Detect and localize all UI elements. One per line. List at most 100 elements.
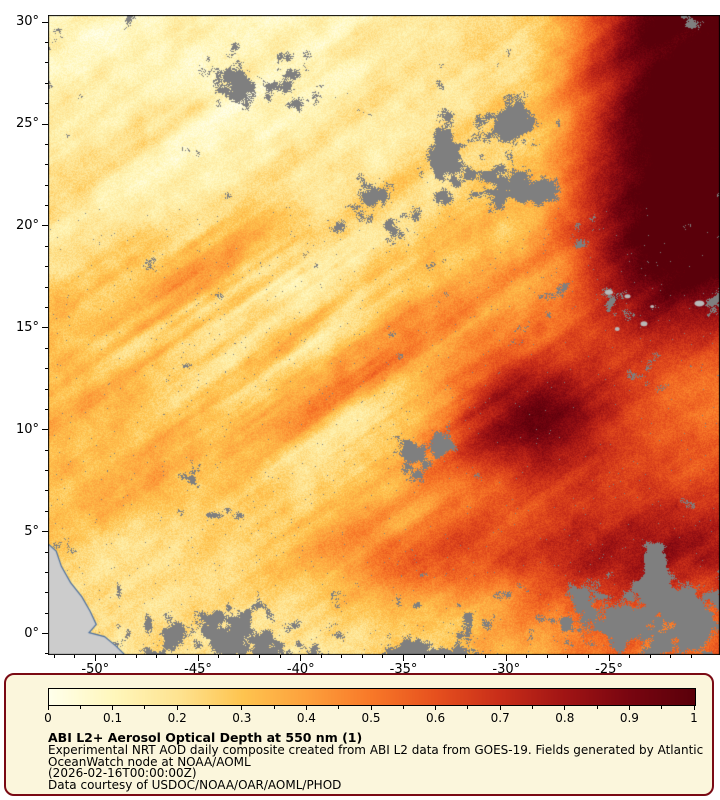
- lon-minor-tick: [279, 655, 281, 658]
- colorbar-major-tick: [241, 706, 243, 710]
- colorbar-minor-tick: [273, 706, 275, 709]
- lon-minor-tick: [218, 655, 220, 658]
- colorbar-minor-tick: [209, 706, 210, 709]
- lon-minor-tick: [156, 655, 158, 658]
- colorbar-minor-tick: [661, 706, 663, 709]
- lon-major-tick: [300, 655, 302, 661]
- lat-tick-label: 5°: [24, 523, 39, 539]
- colorbar-major-tick: [564, 706, 566, 710]
- lat-tick-label: 15°: [15, 319, 39, 335]
- lat-major-tick: [42, 327, 48, 329]
- lon-major-tick: [608, 655, 610, 661]
- colorbar-major-tick: [47, 706, 49, 710]
- colorbar-tick-label: 0.4: [296, 711, 316, 725]
- aod-raster-canvas: [48, 15, 720, 655]
- lon-major-tick: [197, 655, 199, 661]
- lon-tick-label: -50°: [81, 662, 110, 677]
- lon-minor-tick: [53, 655, 55, 658]
- lon-minor-tick: [238, 655, 240, 658]
- lon-minor-tick: [341, 655, 343, 658]
- lat-minor-tick: [45, 103, 48, 105]
- colorbar: [48, 688, 696, 706]
- lat-minor-tick: [45, 245, 48, 247]
- colorbar-tick-label: 0.2: [167, 711, 187, 725]
- colorbar-minor-tick: [467, 706, 469, 709]
- lat-minor-tick: [45, 449, 48, 451]
- lon-minor-tick: [670, 655, 672, 658]
- lon-tick-label: -25°: [595, 662, 623, 677]
- legend-line-4: Data courtesy of USDOC/NOAA/OAR/AOML/PHO…: [48, 778, 342, 792]
- lat-minor-tick: [45, 490, 48, 492]
- colorbar-major-tick: [435, 706, 437, 710]
- lon-minor-tick: [320, 655, 322, 658]
- lon-minor-tick: [176, 655, 178, 658]
- lat-minor-tick: [45, 592, 48, 594]
- lon-major-tick: [505, 655, 507, 661]
- legend-line-3: (2026-02-16T00:00:00Z): [48, 766, 197, 780]
- legend-line-1: Experimental NRT AOD daily composite cre…: [48, 743, 704, 757]
- lat-tick-label: 25°: [15, 116, 39, 132]
- lat-minor-tick: [45, 62, 48, 64]
- lat-minor-tick: [45, 510, 48, 512]
- colorbar-tick-label: 0.1: [103, 711, 123, 725]
- lat-major-tick: [42, 21, 48, 23]
- lat-major-tick: [42, 123, 48, 125]
- lon-minor-tick: [587, 655, 589, 658]
- colorbar-tick-label: 0.3: [232, 711, 252, 725]
- colorbar-tick-label: 1: [690, 711, 698, 725]
- lon-minor-tick: [382, 655, 384, 658]
- lon-minor-tick: [74, 655, 76, 658]
- lon-minor-tick: [546, 655, 548, 658]
- lon-minor-tick: [464, 655, 466, 658]
- colorbar-minor-tick: [144, 706, 146, 709]
- colorbar-major-tick: [176, 706, 178, 710]
- lat-minor-tick: [45, 612, 48, 614]
- colorbar-major-tick: [693, 706, 695, 710]
- lat-minor-tick: [45, 368, 48, 370]
- colorbar-minor-tick: [79, 706, 81, 709]
- colorbar-major-tick: [628, 706, 630, 710]
- legend-title: ABI L2+ Aerosol Optical Depth at 550 nm …: [48, 730, 363, 745]
- colorbar-tick-label: 0.7: [490, 711, 510, 725]
- lon-minor-tick: [485, 655, 487, 658]
- lat-minor-tick: [45, 42, 48, 44]
- lat-minor-tick: [45, 347, 48, 349]
- lon-tick-label: -35°: [389, 662, 418, 677]
- colorbar-major-tick: [305, 706, 307, 710]
- lat-minor-tick: [45, 143, 48, 145]
- map-area: [48, 15, 720, 655]
- lat-minor-tick: [45, 653, 48, 655]
- lon-minor-tick: [361, 655, 363, 658]
- lon-minor-tick: [526, 655, 528, 658]
- lon-tick-label: -40°: [286, 662, 315, 677]
- colorbar-major-tick: [499, 706, 501, 710]
- lat-minor-tick: [45, 286, 48, 288]
- lat-minor-tick: [45, 184, 48, 186]
- lat-major-tick: [42, 531, 48, 533]
- lon-minor-tick: [567, 655, 569, 658]
- lat-major-tick: [42, 429, 48, 431]
- lon-minor-tick: [115, 655, 117, 658]
- legend-box: ABI L2+ Aerosol Optical Depth at 550 nm …: [4, 673, 714, 796]
- colorbar-tick-label: 0.9: [619, 711, 639, 725]
- lon-tick-label: -45°: [184, 662, 212, 677]
- colorbar-major-tick: [112, 706, 114, 710]
- lat-minor-tick: [45, 266, 48, 268]
- lon-minor-tick: [690, 655, 692, 658]
- lon-minor-tick: [423, 655, 425, 658]
- colorbar-minor-tick: [402, 706, 404, 709]
- lon-minor-tick: [444, 655, 446, 658]
- lat-minor-tick: [45, 571, 48, 573]
- colorbar-minor-tick: [338, 706, 340, 709]
- lat-tick-label: 20°: [15, 217, 39, 233]
- lon-major-tick: [403, 655, 405, 661]
- lat-tick-label: 30°: [15, 14, 39, 30]
- colorbar-tick-label: 0.6: [426, 711, 446, 725]
- colorbar-tick-label: 0.8: [555, 711, 575, 725]
- lat-minor-tick: [45, 470, 48, 472]
- colorbar-tick-label: 0: [44, 711, 52, 725]
- lon-minor-tick: [135, 655, 137, 658]
- lat-minor-tick: [45, 388, 48, 390]
- lon-tick-label: -30°: [492, 662, 521, 677]
